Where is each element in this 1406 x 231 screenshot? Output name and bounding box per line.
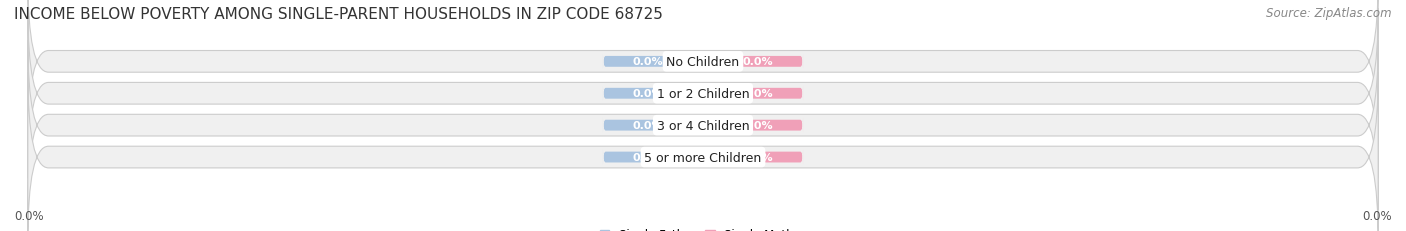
Text: 0.0%: 0.0% (742, 152, 773, 162)
FancyBboxPatch shape (603, 87, 693, 101)
Text: 0.0%: 0.0% (1362, 209, 1392, 222)
Text: 3 or 4 Children: 3 or 4 Children (657, 119, 749, 132)
Text: 0.0%: 0.0% (633, 89, 664, 99)
FancyBboxPatch shape (713, 118, 803, 133)
FancyBboxPatch shape (28, 73, 1378, 231)
Text: No Children: No Children (666, 56, 740, 69)
FancyBboxPatch shape (713, 55, 803, 69)
Text: 0.0%: 0.0% (14, 209, 44, 222)
Text: 0.0%: 0.0% (633, 152, 664, 162)
Text: INCOME BELOW POVERTY AMONG SINGLE-PARENT HOUSEHOLDS IN ZIP CODE 68725: INCOME BELOW POVERTY AMONG SINGLE-PARENT… (14, 7, 664, 22)
FancyBboxPatch shape (28, 0, 1378, 147)
FancyBboxPatch shape (28, 41, 1378, 210)
Text: 0.0%: 0.0% (742, 57, 773, 67)
FancyBboxPatch shape (603, 150, 693, 165)
Legend: Single Father, Single Mother: Single Father, Single Mother (595, 224, 811, 231)
Text: 0.0%: 0.0% (633, 121, 664, 131)
Text: 0.0%: 0.0% (742, 89, 773, 99)
FancyBboxPatch shape (603, 55, 693, 69)
FancyBboxPatch shape (28, 9, 1378, 178)
Text: 5 or more Children: 5 or more Children (644, 151, 762, 164)
FancyBboxPatch shape (713, 150, 803, 165)
Text: Source: ZipAtlas.com: Source: ZipAtlas.com (1267, 7, 1392, 20)
FancyBboxPatch shape (713, 87, 803, 101)
Text: 0.0%: 0.0% (742, 121, 773, 131)
Text: 0.0%: 0.0% (633, 57, 664, 67)
Text: 1 or 2 Children: 1 or 2 Children (657, 87, 749, 100)
FancyBboxPatch shape (603, 118, 693, 133)
